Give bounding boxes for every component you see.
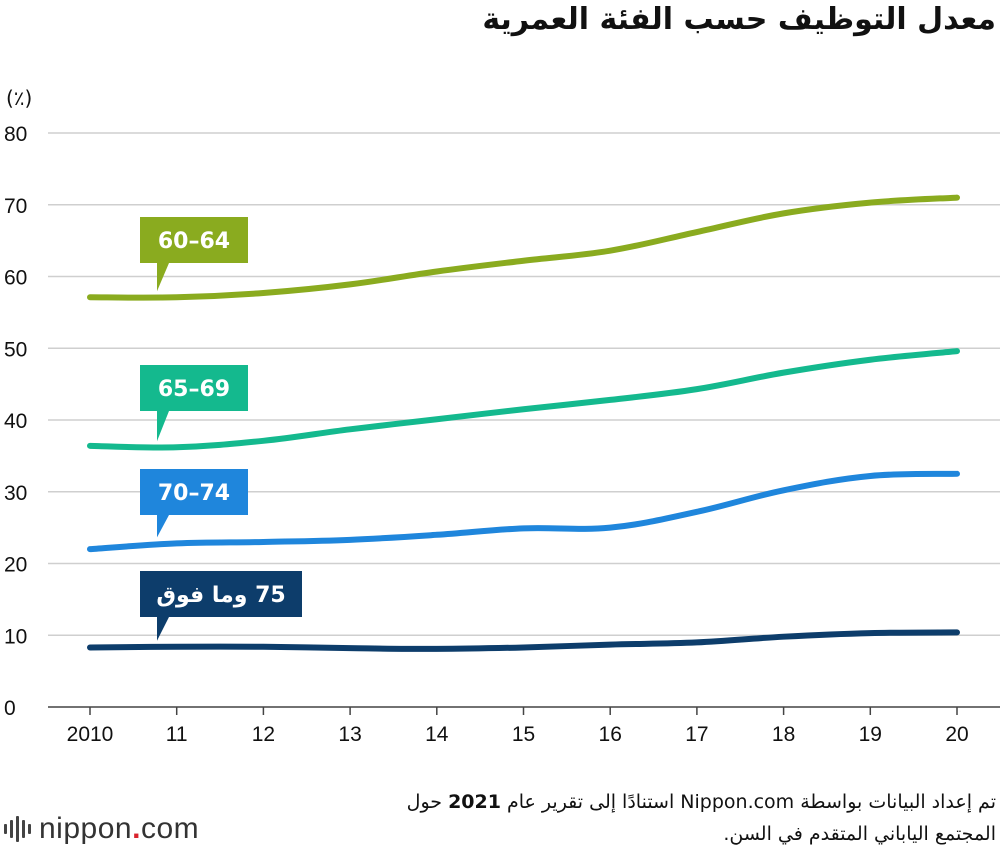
- source-line2: المجتمع الياباني المتقدم في السن.: [723, 823, 996, 845]
- series-label: 69–65: [158, 377, 230, 402]
- x-tick-label: 11: [166, 723, 188, 746]
- x-tick-label: 20: [945, 723, 968, 746]
- x-tick-label: 18: [772, 723, 795, 746]
- x-tick-label: 2010: [67, 723, 114, 746]
- y-tick-label: 60: [4, 267, 27, 290]
- series-line: [87, 348, 960, 451]
- source-year: 2021: [448, 791, 501, 813]
- x-axis-ticks: 2010 11 12 13 14 15 16 17 18 19 20: [67, 707, 969, 746]
- x-tick-label: 15: [512, 723, 535, 746]
- x-tick-label: 19: [859, 723, 882, 746]
- x-tick-label: 14: [425, 723, 449, 746]
- series-label-box: [140, 469, 248, 538]
- x-tick-label: 12: [252, 723, 275, 746]
- nippon-logo: nippon.com: [4, 812, 199, 846]
- series-label-box: [140, 365, 248, 442]
- y-tick-label: 10: [4, 625, 27, 648]
- y-axis-ticks: 0 10 20 30 40 50 60 70 80: [4, 123, 27, 720]
- y-tick-label: 50: [4, 338, 27, 361]
- series-label-box: [140, 217, 248, 292]
- y-tick-label: 0: [4, 697, 16, 720]
- y-axis-unit-label: (٪): [6, 86, 33, 110]
- series-line: [87, 470, 960, 553]
- series-label: 74–70: [158, 481, 230, 506]
- logo-wordmark: nippon.com: [39, 812, 200, 845]
- x-tick-label: 13: [338, 723, 361, 746]
- source-line1-pre: تم إعداد البيانات بواسطة Nippon.com استن…: [500, 791, 996, 813]
- series-label: 75 وما فوق: [156, 583, 285, 608]
- source-note: تم إعداد البيانات بواسطة Nippon.com استن…: [236, 786, 996, 850]
- x-tick-label: 16: [599, 723, 622, 746]
- logo-bars-icon: [4, 816, 31, 842]
- chart-title: معدل التوظيف حسب الفئة العمرية: [482, 2, 996, 37]
- x-tick-label: 17: [685, 723, 708, 746]
- y-tick-label: 20: [4, 554, 27, 577]
- y-tick-label: 40: [4, 410, 27, 433]
- source-line1-post: حول: [406, 791, 449, 813]
- series-line: [87, 629, 960, 652]
- series-line: [87, 194, 960, 301]
- series-lines: [87, 194, 960, 652]
- series-labels: 64–60 69–65 74–70 75 وما فوق: [140, 217, 302, 641]
- y-tick-label: 80: [4, 123, 27, 146]
- series-label-box: [140, 571, 302, 641]
- y-tick-label: 70: [4, 195, 27, 218]
- series-label: 64–60: [158, 229, 230, 254]
- y-tick-label: 30: [4, 482, 27, 505]
- line-chart: 0 10 20 30 40 50 60 70 80 2010 11 12 13 14 15 16 17 18 19…: [4, 123, 1000, 746]
